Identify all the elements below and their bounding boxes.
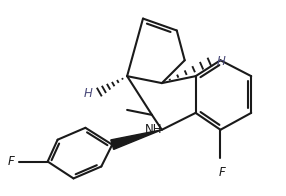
Text: F: F (219, 165, 226, 179)
Text: NH: NH (145, 123, 163, 136)
Text: F: F (8, 155, 15, 168)
Text: H: H (217, 55, 225, 68)
Text: H: H (84, 87, 92, 100)
Polygon shape (111, 130, 162, 149)
